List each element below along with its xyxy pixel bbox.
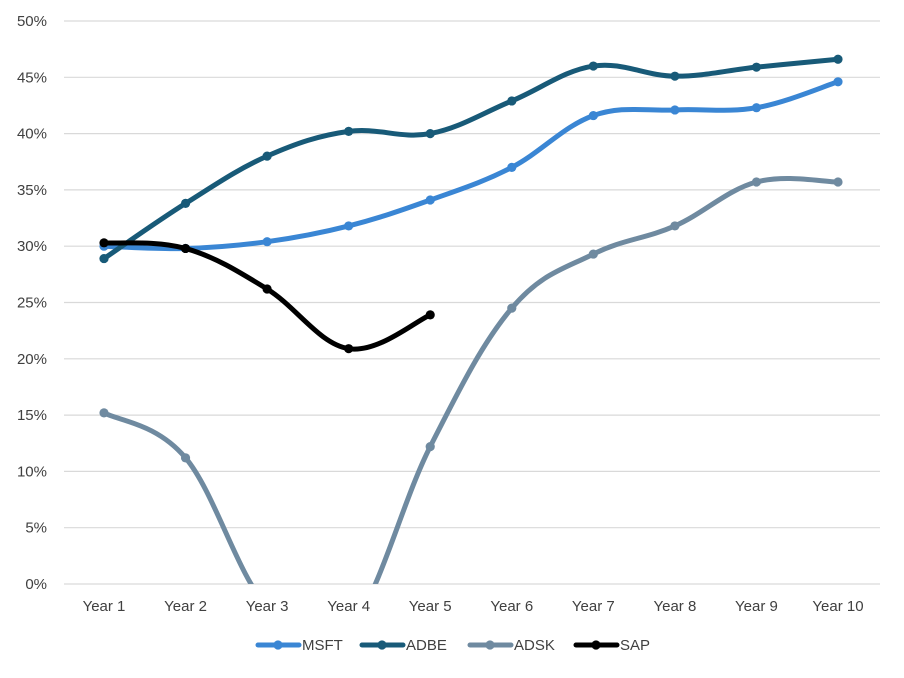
legend-label: ADBE [406, 637, 447, 654]
legend-marker [591, 640, 601, 650]
data-point-sap [425, 310, 435, 320]
y-tick-label: 25% [17, 295, 47, 312]
x-tick-label: Year 4 [327, 598, 370, 615]
data-point-adbe [751, 62, 762, 72]
series-adsk [99, 176, 843, 584]
x-tick-label: Year 6 [490, 598, 533, 615]
legend-item-adbe: ADBE [359, 637, 447, 654]
data-point-adsk [588, 249, 598, 259]
data-point-adbe [425, 129, 435, 139]
data-point-adbe [670, 71, 680, 81]
data-point-adsk [425, 442, 435, 452]
x-tick-label: Year 5 [409, 598, 452, 615]
data-point-msft [833, 77, 843, 87]
legend-marker [377, 640, 387, 650]
data-point-adbe [262, 151, 272, 161]
data-point-adsk [507, 303, 517, 313]
series-sap [99, 238, 435, 354]
data-point-adsk [751, 177, 762, 187]
data-point-adbe [99, 253, 109, 264]
legend-label: SAP [620, 637, 650, 654]
data-point-adbe [507, 96, 517, 106]
y-tick-label: 0% [25, 576, 47, 593]
legend-item-msft: MSFT [255, 637, 343, 654]
legend-marker [273, 640, 283, 650]
x-tick-label: Year 1 [83, 598, 126, 615]
data-point-adsk [99, 408, 109, 418]
y-tick-label: 35% [17, 182, 47, 199]
data-point-adbe [344, 126, 354, 136]
legend-item-adsk: ADSK [467, 637, 555, 654]
data-point-msft [588, 110, 598, 121]
y-tick-label: 15% [17, 407, 47, 424]
y-axis: 0% 5% 10% 15% 20% 25% 30% 35% 40% 45% 50% [17, 13, 47, 593]
data-point-sap [99, 238, 109, 248]
y-tick-label: 20% [17, 351, 47, 368]
x-tick-label: Year 10 [812, 598, 863, 615]
legend: MSFT ADBE ADSK SAP [255, 637, 650, 654]
y-tick-label: 10% [17, 463, 47, 480]
data-point-msft [344, 221, 354, 231]
x-axis: Year 1 Year 2 Year 3 Year 4 Year 5 Year 6 Year… [83, 598, 864, 615]
series-layer [99, 54, 843, 584]
x-tick-label: Year 9 [735, 598, 778, 615]
y-tick-label: 50% [17, 13, 47, 30]
data-point-sap [180, 243, 191, 254]
series-line-adsk [101, 176, 841, 584]
x-tick-label: Year 7 [572, 598, 615, 615]
series-line-adbe [101, 56, 841, 262]
legend-item-sap: SAP [573, 637, 650, 654]
legend-marker [485, 640, 495, 650]
data-point-sap [262, 284, 272, 294]
data-point-adbe [833, 54, 843, 64]
data-point-msft [507, 162, 517, 172]
data-point-adbe [588, 61, 598, 71]
x-tick-label: Year 3 [246, 598, 289, 615]
y-tick-label: 40% [17, 126, 47, 143]
series-msft [99, 77, 843, 254]
data-point-adsk [670, 221, 680, 231]
y-tick-label: 30% [17, 238, 47, 255]
data-point-adsk [180, 453, 191, 463]
legend-label: ADSK [514, 637, 555, 654]
data-point-adsk [833, 177, 843, 187]
y-tick-label: 5% [25, 520, 47, 537]
y-tick-label: 45% [17, 69, 47, 86]
x-tick-label: Year 8 [653, 598, 696, 615]
data-point-msft [425, 195, 435, 205]
data-point-msft [670, 105, 680, 115]
data-point-sap [344, 344, 354, 354]
data-point-msft [751, 103, 762, 113]
series-adbe [99, 54, 843, 264]
legend-label: MSFT [302, 637, 343, 654]
series-line-sap [101, 240, 433, 352]
data-point-msft [262, 237, 272, 247]
series-line-msft [101, 79, 841, 252]
data-point-adbe [180, 198, 191, 209]
x-tick-label: Year 2 [164, 598, 207, 615]
